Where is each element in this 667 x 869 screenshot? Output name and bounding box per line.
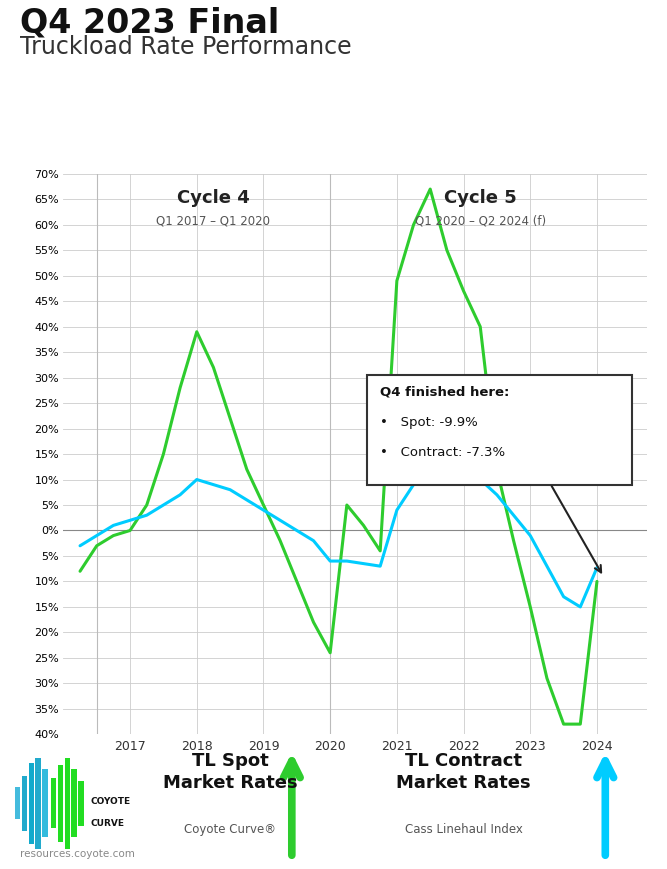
- Text: Truckload Rate Performance: Truckload Rate Performance: [20, 35, 352, 59]
- Bar: [51, 779, 57, 803]
- Bar: [78, 780, 84, 803]
- Text: Q4 finished here:: Q4 finished here:: [380, 385, 510, 398]
- Text: Q1 2017 – Q1 2020: Q1 2017 – Q1 2020: [157, 215, 270, 228]
- Bar: [22, 776, 27, 803]
- Bar: [15, 787, 21, 803]
- Bar: [35, 803, 41, 849]
- Bar: [35, 758, 41, 803]
- Bar: [367, 375, 632, 485]
- Bar: [29, 762, 34, 803]
- Text: TL Spot
Market Rates: TL Spot Market Rates: [163, 752, 297, 792]
- Text: Q1 2020 – Q2 2024 (f): Q1 2020 – Q2 2024 (f): [415, 215, 546, 228]
- Bar: [15, 803, 21, 819]
- Text: •   Spot: -9.9%: • Spot: -9.9%: [380, 416, 478, 428]
- Text: Coyote Curve®: Coyote Curve®: [184, 823, 276, 836]
- Text: Q4 finished here:: Q4 finished here:: [0, 868, 1, 869]
- Bar: [51, 803, 57, 828]
- Bar: [78, 803, 84, 826]
- Bar: [42, 803, 48, 838]
- Text: Cass Linehaul Index: Cass Linehaul Index: [405, 823, 522, 836]
- Text: TL Contract
Market Rates: TL Contract Market Rates: [396, 752, 531, 792]
- Text: •   Contract: -7.3%: • Contract: -7.3%: [380, 447, 506, 460]
- Bar: [71, 769, 77, 803]
- Text: Cycle 4: Cycle 4: [177, 189, 250, 207]
- Text: resources.coyote.com: resources.coyote.com: [20, 848, 135, 859]
- Text: Cycle 5: Cycle 5: [444, 189, 517, 207]
- Bar: [58, 803, 63, 842]
- Bar: [29, 803, 34, 845]
- Text: COYOTE: COYOTE: [91, 797, 131, 806]
- Bar: [22, 803, 27, 831]
- Bar: [42, 769, 48, 803]
- Bar: [71, 803, 77, 838]
- Bar: [65, 803, 70, 849]
- Bar: [58, 765, 63, 803]
- Text: CURVE: CURVE: [91, 819, 125, 828]
- Text: Q4 2023 Final: Q4 2023 Final: [20, 6, 279, 39]
- Bar: [65, 758, 70, 803]
